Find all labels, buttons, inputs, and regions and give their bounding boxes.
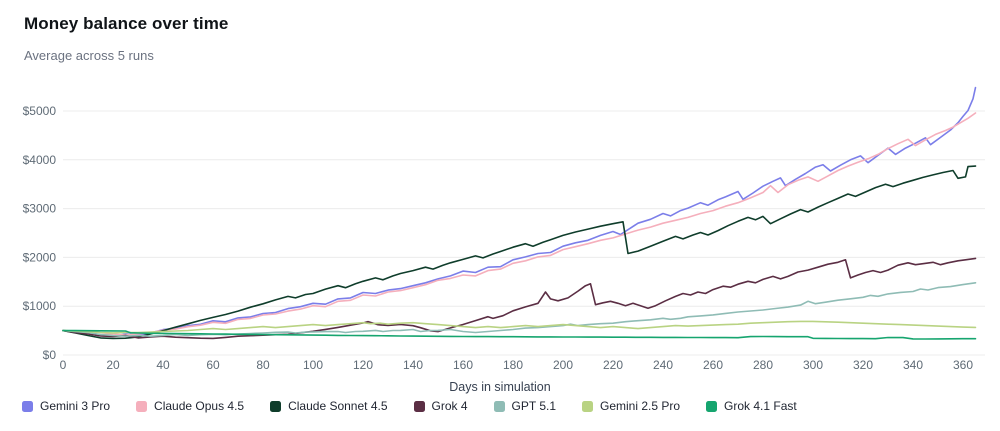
y-tick-label: $3000: [23, 202, 57, 216]
legend-item-gemini-3-pro[interactable]: Gemini 3 Pro: [22, 399, 110, 413]
x-tick-label: 200: [553, 358, 573, 372]
legend-item-claude-opus-4-5[interactable]: Claude Opus 4.5: [136, 399, 244, 413]
legend-color-swatch-icon: [413, 400, 425, 412]
series-line-gemini-2-5-pro: [62, 320, 977, 334]
x-tick-label: 0: [60, 358, 67, 372]
legend-item-gemini-2-5-pro[interactable]: Gemini 2.5 Pro: [582, 399, 680, 413]
y-tick-label: $5000: [23, 104, 57, 118]
legend-label: Grok 4: [431, 399, 468, 413]
y-tick-label: $4000: [23, 153, 57, 167]
legend-label: Claude Sonnet 4.5: [288, 399, 388, 413]
x-tick-label: 40: [156, 358, 170, 372]
x-tick-label: 160: [453, 358, 473, 372]
y-tick-label: $1000: [23, 299, 57, 313]
x-tick-label: 120: [353, 358, 373, 372]
chart-title: Money balance over time: [24, 14, 229, 33]
x-tick-label: 360: [953, 358, 973, 372]
x-tick-label: 240: [653, 358, 673, 372]
legend-item-gpt-5-1[interactable]: GPT 5.1: [493, 399, 556, 413]
x-tick-label: 300: [803, 358, 823, 372]
legend: Gemini 3 Pro Claude Opus 4.5 Claude Sonnet…: [22, 399, 797, 413]
series-line-grok-4-1-fast: [62, 329, 977, 340]
x-tick-label: 60: [206, 358, 220, 372]
x-tick-label: 140: [403, 358, 423, 372]
x-tick-label: 280: [753, 358, 773, 372]
legend-color-swatch-icon: [706, 400, 718, 412]
x-tick-label: 260: [703, 358, 723, 372]
legend-color-swatch-icon: [582, 400, 593, 412]
x-tick-label: 220: [603, 358, 623, 372]
x-tick-label: 100: [303, 358, 323, 372]
legend-item-claude-sonnet-4-5[interactable]: Claude Sonnet 4.5: [270, 399, 388, 413]
legend-label: Claude Opus 4.5: [154, 399, 245, 413]
legend-label: Grok 4.1 Fast: [724, 399, 797, 413]
legend-label: GPT 5.1: [511, 399, 556, 413]
legend-item-grok-4-1-fast[interactable]: Grok 4.1 Fast: [706, 399, 797, 413]
legend-color-swatch-icon: [136, 400, 148, 412]
chart-subtitle: Average across 5 runs: [24, 48, 154, 63]
chart-header: Money balance over time Average across 5…: [24, 14, 228, 63]
y-tick-label: $2000: [23, 250, 57, 264]
legend-label: Gemini 3 Pro: [40, 399, 111, 413]
y-tick-label: $0: [43, 348, 57, 362]
legend-color-swatch-icon: [493, 400, 505, 412]
x-axis-title: Days in simulation: [449, 380, 551, 394]
x-tick-label: 80: [256, 358, 270, 372]
series-line-gemini-3-pro: [62, 86, 977, 337]
legend-label: Gemini 2.5 Pro: [600, 399, 681, 413]
legend-color-swatch-icon: [270, 400, 282, 412]
series-line-claude-opus-4-5: [62, 112, 977, 336]
x-tick-label: 20: [106, 358, 120, 372]
x-tick-label: 340: [903, 358, 923, 372]
x-tick-label: 180: [503, 358, 523, 372]
legend-item-grok-4[interactable]: Grok 4: [413, 399, 468, 413]
series-line-claude-sonnet-4-5: [62, 165, 977, 340]
legend-color-swatch-icon: [22, 400, 33, 412]
x-tick-label: 320: [853, 358, 873, 372]
